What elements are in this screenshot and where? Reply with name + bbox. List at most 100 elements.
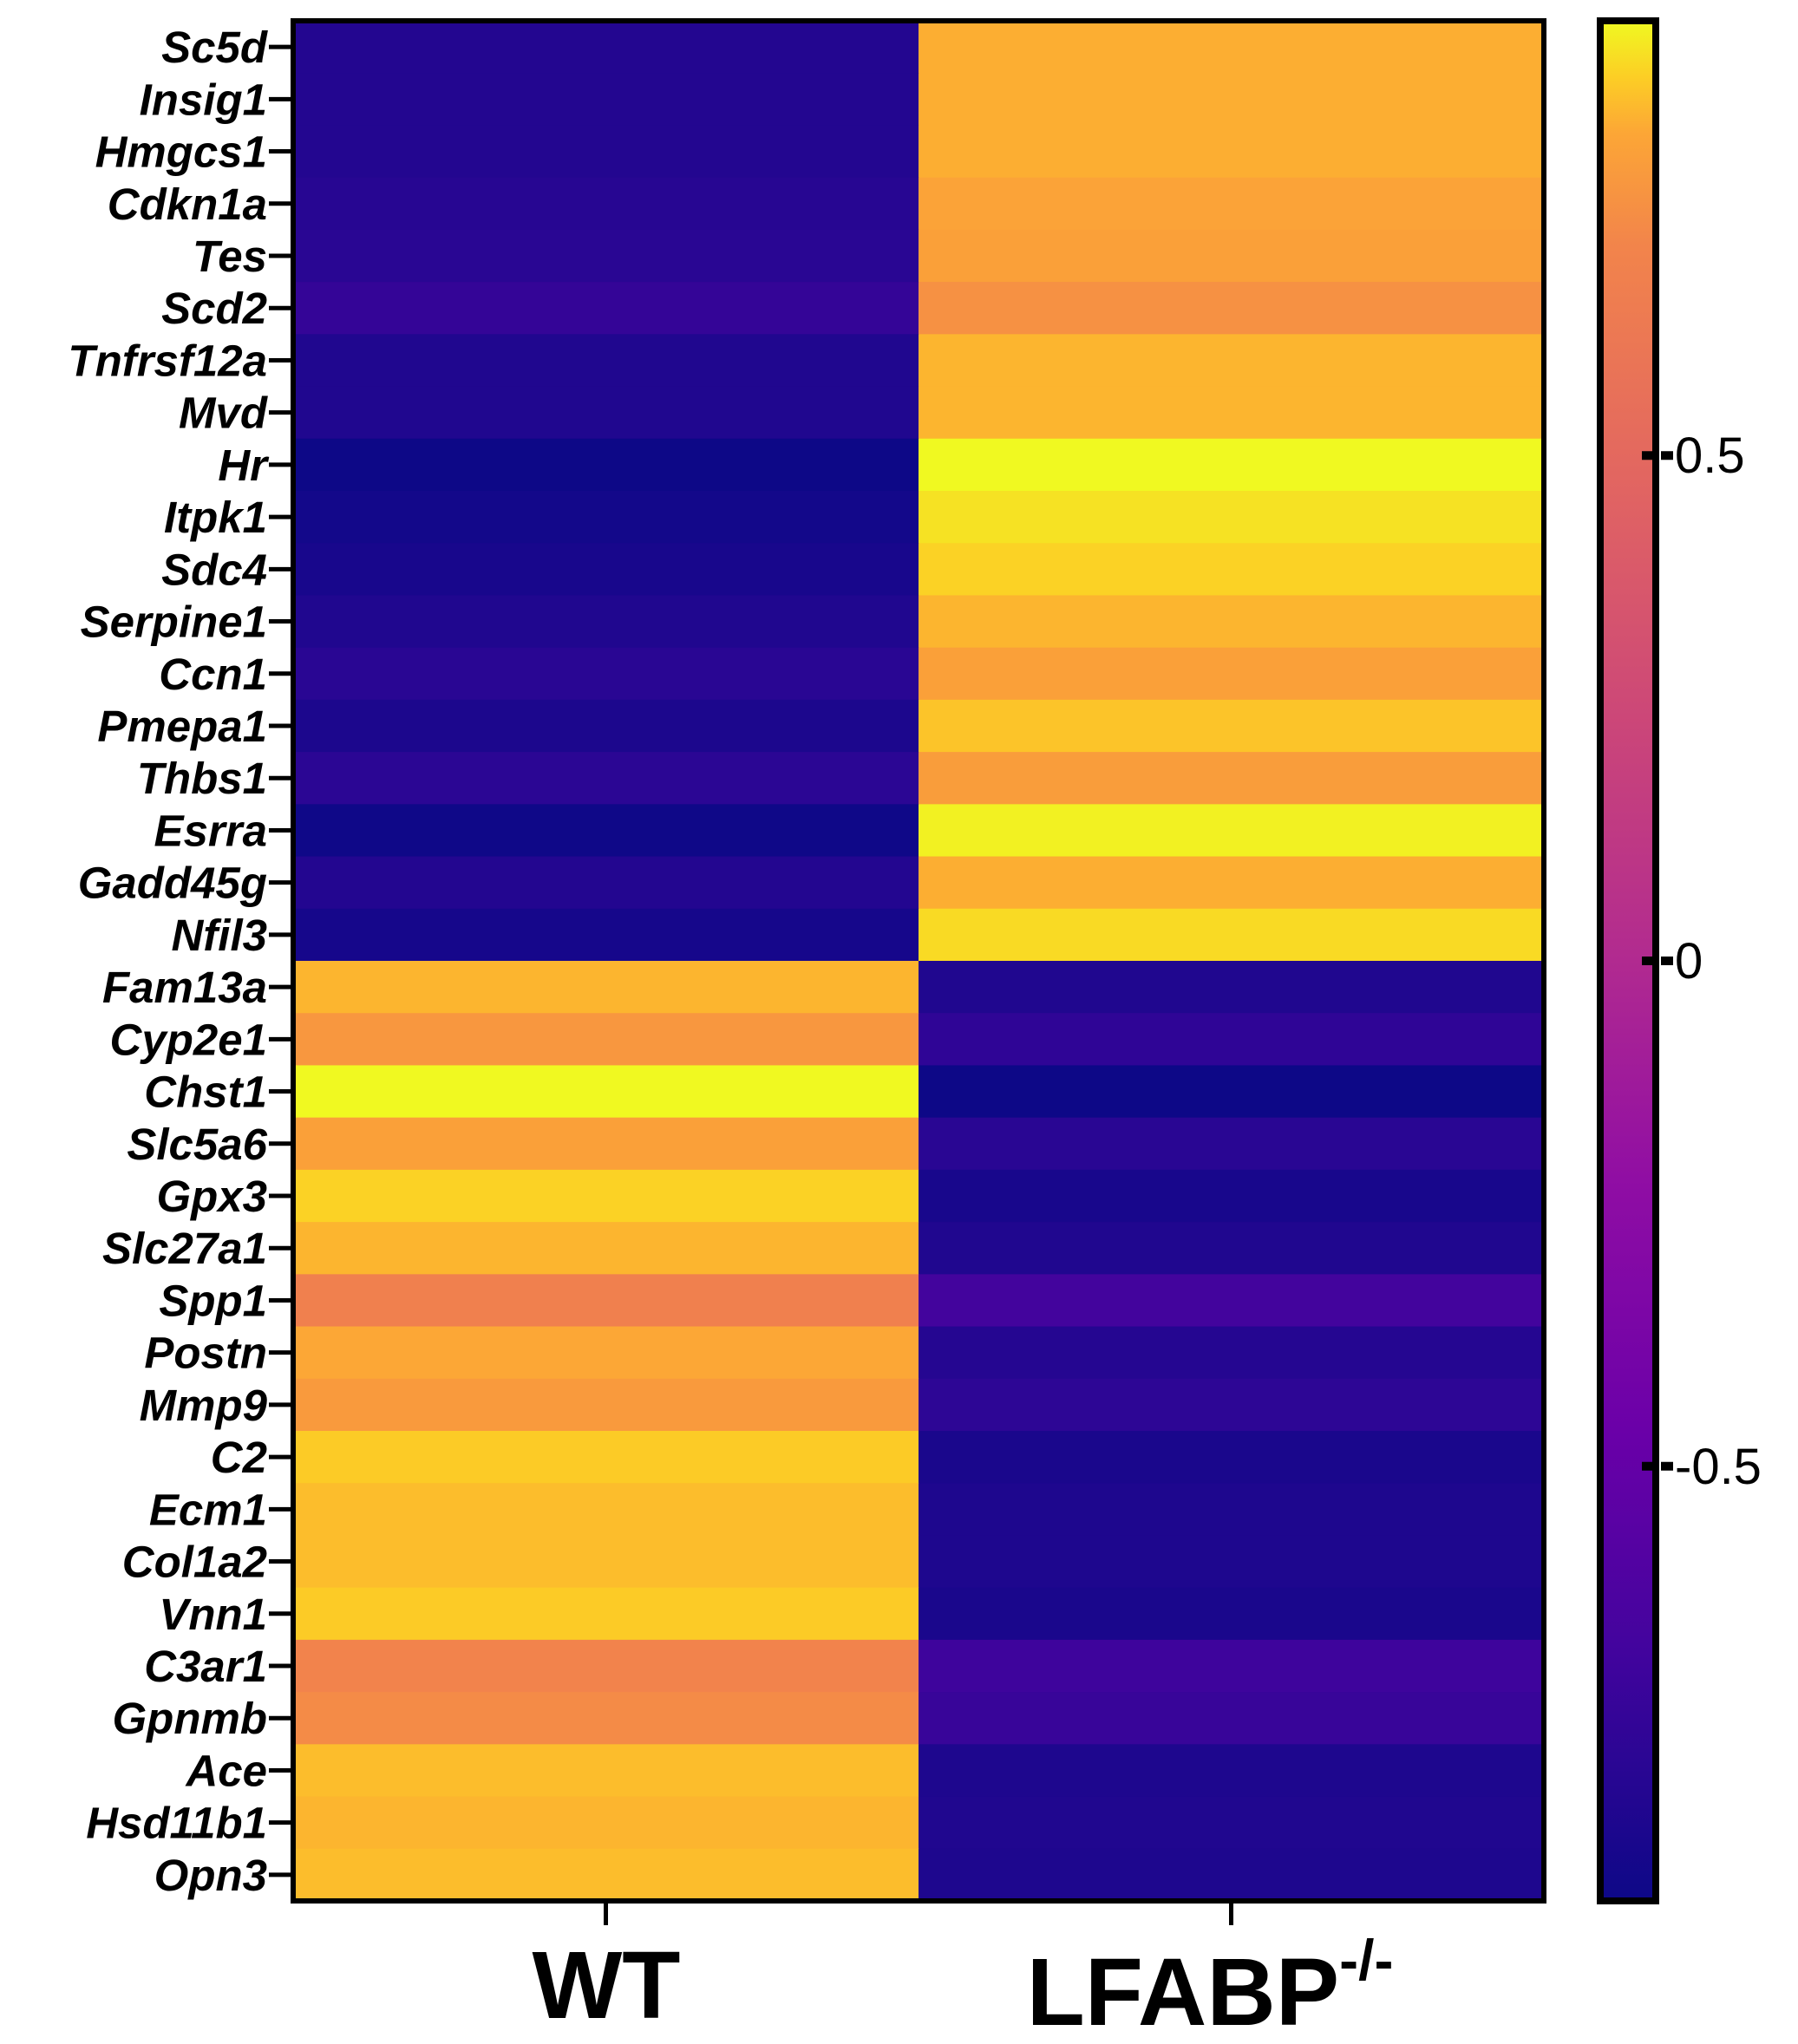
heatmap-cell-ecm1-lfabp bbox=[919, 1483, 1545, 1537]
heatmap-cell-gpnmb-wt bbox=[293, 1692, 919, 1745]
heatmap-cell-gpx3-lfabp bbox=[919, 1169, 1545, 1223]
heatmap-cell-scd2-lfabp bbox=[919, 282, 1545, 335]
row-label-c3ar1: C3ar1 bbox=[144, 1642, 267, 1691]
row-label-thbs1: Thbs1 bbox=[137, 754, 267, 803]
heatmap-cell-tes-wt bbox=[293, 229, 919, 283]
heatmap-cell-slc27a1-lfabp bbox=[919, 1222, 1545, 1275]
colorbar-label: 0 bbox=[1675, 933, 1703, 989]
heatmap-cells bbox=[293, 21, 1545, 1902]
row-label-hsd11b1: Hsd11b1 bbox=[86, 1799, 267, 1848]
row-label-opn3: Opn3 bbox=[154, 1851, 267, 1900]
row-label-col1a2: Col1a2 bbox=[122, 1538, 267, 1587]
row-label-cdkn1a: Cdkn1a bbox=[108, 180, 267, 229]
heatmap-cell-mvd-wt bbox=[293, 386, 919, 440]
heatmap-cell-itpk1-wt bbox=[293, 491, 919, 544]
heatmap-cell-opn3-wt bbox=[293, 1848, 919, 1902]
heatmap-cell-gpnmb-lfabp bbox=[919, 1692, 1545, 1745]
heatmap-cell-hsd11b1-wt bbox=[293, 1796, 919, 1850]
column-label-lfabp-name: LFABP bbox=[1027, 1939, 1340, 2044]
heatmap-cell-spp1-lfabp bbox=[919, 1274, 1545, 1328]
heatmap-cell-chst1-wt bbox=[293, 1065, 919, 1119]
row-label-cyp2e1: Cyp2e1 bbox=[110, 1015, 267, 1064]
row-label-mvd: Mvd bbox=[179, 389, 269, 438]
row-label-ace: Ace bbox=[184, 1746, 267, 1795]
heatmap-cell-fam13a-wt bbox=[293, 961, 919, 1014]
heatmap-cell-fam13a-lfabp bbox=[919, 961, 1545, 1014]
row-label-itpk1: Itpk1 bbox=[164, 493, 267, 542]
heatmap-cell-insig1-lfabp bbox=[919, 73, 1545, 127]
heatmap-cell-c2-lfabp bbox=[919, 1431, 1545, 1484]
heatmap-cell-pmepa1-lfabp bbox=[919, 699, 1545, 753]
heatmap-cell-ccn1-lfabp bbox=[919, 647, 1545, 701]
heatmap-cell-gpx3-wt bbox=[293, 1169, 919, 1223]
row-label-gadd45g: Gadd45g bbox=[78, 859, 267, 908]
row-label-slc27a1: Slc27a1 bbox=[102, 1224, 267, 1273]
row-label-pmepa1: Pmepa1 bbox=[97, 702, 267, 751]
heatmap-cell-col1a2-lfabp bbox=[919, 1535, 1545, 1589]
heatmap-cell-spp1-wt bbox=[293, 1274, 919, 1328]
plot-frame bbox=[291, 18, 1546, 1904]
row-label-fam13a: Fam13a bbox=[102, 963, 267, 1012]
heatmap-cell-c2-wt bbox=[293, 1431, 919, 1484]
heatmap-cell-thbs1-lfabp bbox=[919, 752, 1545, 805]
heatmap-cell-gadd45g-wt bbox=[293, 856, 919, 910]
row-label-serpine1: Serpine1 bbox=[81, 598, 267, 647]
row-label-ccn1: Ccn1 bbox=[159, 650, 267, 699]
row-label-spp1: Spp1 bbox=[159, 1276, 267, 1325]
row-label-nfil3: Nfil3 bbox=[171, 911, 267, 960]
row-label-chst1: Chst1 bbox=[144, 1068, 267, 1117]
heatmap-cell-slc5a6-wt bbox=[293, 1117, 919, 1171]
row-label-insig1: Insig1 bbox=[140, 75, 267, 124]
column-label-lfabp-superscript: -/- bbox=[1339, 1928, 1393, 1992]
row-label-hmgcs1: Hmgcs1 bbox=[95, 127, 267, 177]
column-label-wt: WT bbox=[532, 1932, 680, 2039]
row-label-gpx3: Gpx3 bbox=[156, 1172, 267, 1221]
heatmap-cell-hsd11b1-lfabp bbox=[919, 1796, 1545, 1850]
heatmap-cell-sdc4-lfabp bbox=[919, 543, 1545, 597]
colorbar-label: -0.5 bbox=[1675, 1439, 1762, 1495]
row-label-hr: Hr bbox=[218, 441, 270, 490]
heatmap-cell-slc27a1-wt bbox=[293, 1222, 919, 1275]
heatmap-cell-sc5d-lfabp bbox=[919, 21, 1545, 74]
heatmap-cell-hr-lfabp bbox=[919, 438, 1545, 492]
heatmap-cell-hr-wt bbox=[293, 438, 919, 492]
row-label-scd2: Scd2 bbox=[161, 284, 267, 333]
row-ticks bbox=[269, 44, 293, 1877]
heatmap-cell-mmp9-wt bbox=[293, 1378, 919, 1432]
row-label-postn: Postn bbox=[144, 1329, 267, 1378]
heatmap-cell-esrra-wt bbox=[293, 804, 919, 858]
heatmap-cell-c3ar1-lfabp bbox=[919, 1639, 1545, 1693]
heatmap-cell-tes-lfabp bbox=[919, 229, 1545, 283]
row-label-slc5a6: Slc5a6 bbox=[127, 1120, 267, 1169]
heatmap-cell-mmp9-lfabp bbox=[919, 1378, 1545, 1432]
heatmap-cell-gadd45g-lfabp bbox=[919, 856, 1545, 910]
heatmap-cell-opn3-lfabp bbox=[919, 1848, 1545, 1902]
heatmap-cell-ecm1-wt bbox=[293, 1483, 919, 1537]
column-label-lfabp: LFABP-/- bbox=[1027, 1928, 1394, 2044]
heatmap-cell-c3ar1-wt bbox=[293, 1639, 919, 1693]
row-label-sc5d: Sc5d bbox=[161, 23, 269, 72]
heatmap-cell-sc5d-wt bbox=[293, 21, 919, 74]
row-label-ecm1: Ecm1 bbox=[149, 1485, 267, 1534]
heatmap-cell-chst1-lfabp bbox=[919, 1065, 1545, 1119]
row-label-c2: C2 bbox=[211, 1433, 267, 1482]
heatmap-cell-serpine1-wt bbox=[293, 595, 919, 649]
row-label-sdc4: Sdc4 bbox=[161, 545, 267, 594]
heatmap-cell-esrra-lfabp bbox=[919, 804, 1545, 858]
heatmap-cell-nfil3-lfabp bbox=[919, 908, 1545, 962]
heatmap-cell-itpk1-lfabp bbox=[919, 491, 1545, 544]
colorbar-label: 0.5 bbox=[1675, 428, 1745, 484]
heatmap-cell-vnn1-lfabp bbox=[919, 1587, 1545, 1641]
heatmap-cell-tnfrsf12a-wt bbox=[293, 334, 919, 388]
heatmap-cell-vnn1-wt bbox=[293, 1587, 919, 1641]
heatmap-cell-col1a2-wt bbox=[293, 1535, 919, 1589]
heatmap-cell-hmgcs1-wt bbox=[293, 125, 919, 179]
heatmap-cell-pmepa1-wt bbox=[293, 699, 919, 753]
row-label-gpnmb: Gpnmb bbox=[113, 1694, 267, 1743]
heatmap-cell-cdkn1a-wt bbox=[293, 177, 919, 231]
heatmap-cell-serpine1-lfabp bbox=[919, 595, 1545, 649]
heatmap-cell-mvd-lfabp bbox=[919, 386, 1545, 440]
heatmap-cell-ccn1-wt bbox=[293, 647, 919, 701]
heatmap-cell-cdkn1a-lfabp bbox=[919, 177, 1545, 231]
heatmap-cell-ace-lfabp bbox=[919, 1744, 1545, 1798]
